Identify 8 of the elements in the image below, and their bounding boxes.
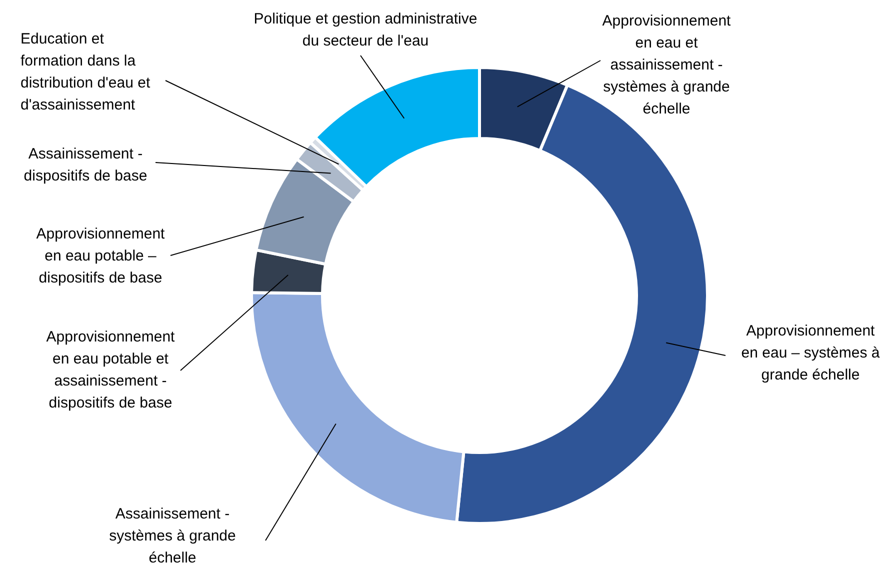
slice-label: Approvisionnement en eau – systèmes à grande échelle xyxy=(741,322,880,384)
slice-label: Education et formation dans la distribution d'eau et d'assainissement xyxy=(20,30,151,114)
slice-label: Approvisionnement en eau potable et assainissement - dispositifs de base xyxy=(46,328,176,412)
slice-label: Approvisionnement en eau et assainissement - systèmes à grande échelle xyxy=(602,12,732,118)
slice-label: Assainissement - systèmes à grande échelle xyxy=(109,506,236,566)
slice-label: Approvisionnement en eau potable – dispositifs de base xyxy=(36,226,166,286)
slice-label: Politique et gestion administrative du secteur de l'eau xyxy=(254,10,478,50)
slice-label: Assainissement - dispositifs de base xyxy=(24,146,148,184)
